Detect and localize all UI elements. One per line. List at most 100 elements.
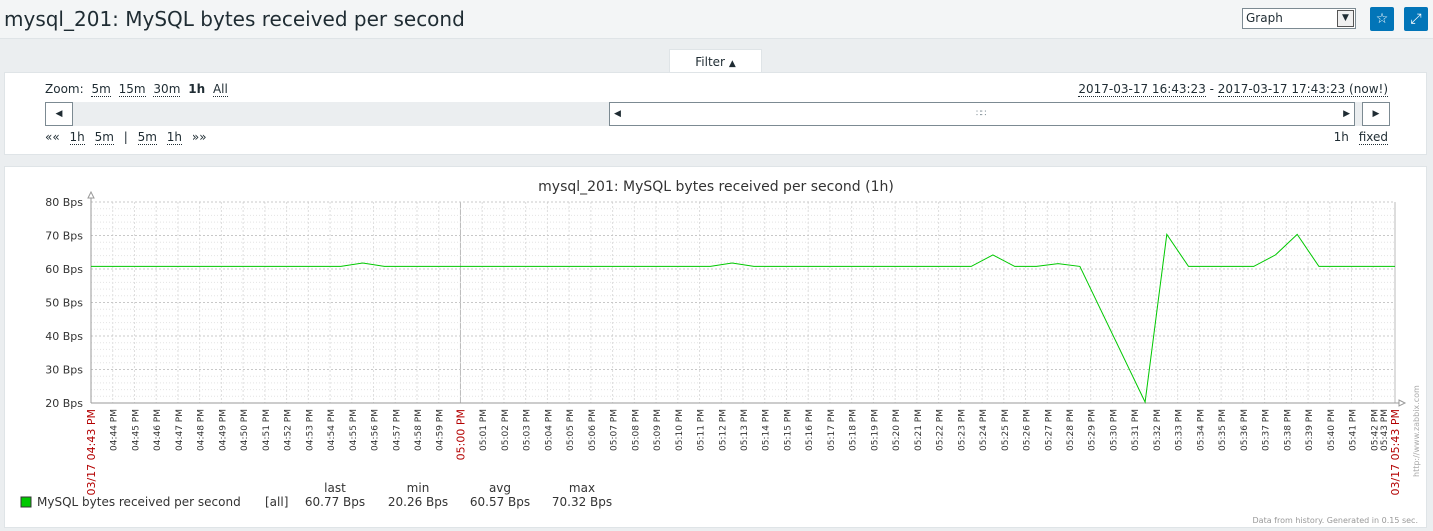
x-tick-label: 04:56 PM (371, 409, 381, 451)
x-tick-label: 05:30 PM (1109, 409, 1119, 451)
period-start[interactable]: 2017-03-17 16:43:23 (1078, 82, 1206, 97)
caret-up-icon: ▲ (728, 59, 736, 69)
page-header: mysql_201: MySQL bytes received per seco… (0, 0, 1433, 39)
x-tick-label: 04:44 PM (110, 409, 120, 451)
x-tick-label: 05:15 PM (783, 409, 793, 451)
x-tick-label: 05:34 PM (1196, 409, 1206, 451)
x-tick-label: 05:03 PM (523, 409, 533, 451)
x-tick-label: 05:25 PM (1001, 409, 1011, 451)
x-tick-label: 05:02 PM (501, 409, 511, 451)
x-tick-label: 05:10 PM (675, 409, 685, 451)
x-tick-label: 04:55 PM (349, 409, 359, 451)
page-title: mysql_201: MySQL bytes received per seco… (4, 7, 465, 31)
legend-value-max: 70.32 Bps (552, 495, 612, 509)
zoom-1h[interactable]: 1h (188, 82, 206, 96)
legend-item-name: MySQL bytes received per second (37, 495, 241, 509)
x-tick-label: 05:01 PM (479, 409, 489, 451)
x-tick-label: 05:22 PM (936, 409, 946, 451)
x-tick-label: 05:04 PM (544, 409, 554, 451)
period-separator: - (1205, 82, 1218, 96)
fullscreen-button[interactable]: ⤢ (1404, 7, 1428, 31)
x-tick-label: 04:49 PM (218, 409, 228, 451)
x-tick-label: 05:07 PM (610, 409, 620, 451)
x-tick-label: 05:23 PM (957, 409, 967, 451)
zoom-15m[interactable]: 15m (118, 82, 146, 97)
x-tick-label: 05:12 PM (718, 409, 728, 451)
nav-back-all[interactable]: «« (45, 130, 60, 144)
period-end[interactable]: 2017-03-17 17:43:23 (now!) (1217, 82, 1388, 97)
x-tick-label: 04:47 PM (175, 409, 185, 451)
x-tick-label: 04:45 PM (131, 409, 141, 451)
view-select-value: Graph (1246, 11, 1283, 25)
nav-back-1h[interactable]: 1h (69, 130, 85, 145)
y-tick-label: 50 Bps (45, 297, 83, 310)
zoom-30m[interactable]: 30m (153, 82, 181, 97)
y-axis-arrow-icon (87, 190, 95, 199)
x-tick-label: 05:05 PM (566, 409, 576, 451)
graph-footer-note: Data from history. Generated in 0.15 sec… (1253, 516, 1418, 525)
view-select[interactable]: Graph ▼ (1242, 8, 1356, 29)
filter-panel: Zoom: 5m 15m 30m 1h All 2017-03-17 16:43… (4, 72, 1427, 155)
nav-back-5m[interactable]: 5m (94, 130, 114, 145)
legend-value-min: 20.26 Bps (388, 495, 448, 509)
thumb-left-handle-icon[interactable]: ◀ (614, 109, 621, 119)
graph-axes (87, 190, 1407, 407)
legend-value-avg: 60.57 Bps (470, 495, 530, 509)
nav-fwd-all[interactable]: »» (191, 130, 207, 144)
legend-value-last: 60.77 Bps (305, 495, 365, 509)
x-tick-label: 05:33 PM (1175, 409, 1185, 451)
timeline-scroll-thumb[interactable]: ◀ ∷∷ ▶ (609, 102, 1355, 126)
period-mode-fixed[interactable]: fixed (1358, 130, 1388, 145)
x-tick-label: 04:50 PM (240, 409, 250, 451)
nav-fwd-1h[interactable]: 1h (166, 130, 183, 145)
x-tick-label: 04:46 PM (153, 409, 163, 451)
zoom-label: Zoom: (45, 82, 84, 96)
zoom-all[interactable]: All (212, 82, 228, 97)
x-tick-label: 05:28 PM (1066, 409, 1076, 451)
legend-header-last: last (324, 481, 346, 495)
x-tick-label: 05:32 PM (1153, 409, 1163, 451)
x-tick-label: 05:42 PM (1370, 409, 1380, 451)
x-start-label: 03/17 04:43 PM (85, 409, 98, 496)
legend-header-max: max (569, 481, 595, 495)
fullscreen-icon: ⤢ (1410, 11, 1422, 27)
nav-fwd-5m[interactable]: 5m (137, 130, 157, 145)
x-tick-label: 05:06 PM (588, 409, 598, 451)
x-tick-label: 05:20 PM (892, 409, 902, 451)
x-tick-label: 05:38 PM (1283, 409, 1293, 451)
x-tick-label: 04:53 PM (305, 409, 315, 451)
legend-header-avg: avg (489, 481, 511, 495)
graph-title: mysql_201: MySQL bytes received per seco… (538, 179, 894, 195)
x-tick-label: 04:57 PM (392, 409, 402, 451)
nav-divider: | (123, 130, 128, 144)
favorite-button[interactable]: ☆ (1370, 7, 1394, 31)
x-tick-label: 05:35 PM (1218, 409, 1228, 451)
x-tick-label: 04:59 PM (436, 409, 446, 451)
x-tick-label: 05:16 PM (805, 409, 815, 451)
period-nav: «« 1h 5m | 5m 1h »» (45, 130, 213, 145)
x-tick-label: 04:51 PM (262, 409, 272, 451)
period-length: 1h (1333, 130, 1349, 144)
x-tick-label: 05:40 PM (1327, 409, 1337, 451)
x-tick-label: 05:14 PM (762, 409, 772, 451)
x-tick-label: 05:18 PM (849, 409, 859, 451)
x-end-label: 03/17 05:43 PM (1389, 409, 1402, 496)
graph-panel: mysql_201: MySQL bytes received per seco… (4, 166, 1427, 528)
y-tick-labels: 20 Bps 30 Bps 40 Bps 50 Bps 60 Bps 70 Bps 80 B… (45, 196, 83, 410)
filter-tab[interactable]: Filter ▲ (669, 49, 762, 73)
scroll-left-button[interactable]: ◀ (45, 102, 73, 126)
y-tick-label: 60 Bps (45, 263, 83, 276)
x-tick-label: 05:13 PM (740, 409, 750, 451)
x-axis-arrow-icon (1398, 399, 1407, 407)
x-tick-label: 05:37 PM (1262, 409, 1272, 451)
x-tick-label: 05:24 PM (979, 409, 989, 451)
y-tick-label: 40 Bps (45, 330, 83, 343)
x-tick-label: 05:26 PM (1023, 409, 1033, 451)
x-tick-label: 04:48 PM (197, 409, 207, 451)
thumb-right-handle-icon[interactable]: ▶ (1343, 109, 1350, 119)
x-tick-label: 05:19 PM (870, 409, 880, 451)
y-tick-label: 30 Bps (45, 364, 83, 377)
x-tick-label: 05:31 PM (1131, 409, 1141, 451)
scroll-right-button[interactable]: ▶ (1362, 102, 1390, 126)
zoom-5m[interactable]: 5m (91, 82, 111, 97)
